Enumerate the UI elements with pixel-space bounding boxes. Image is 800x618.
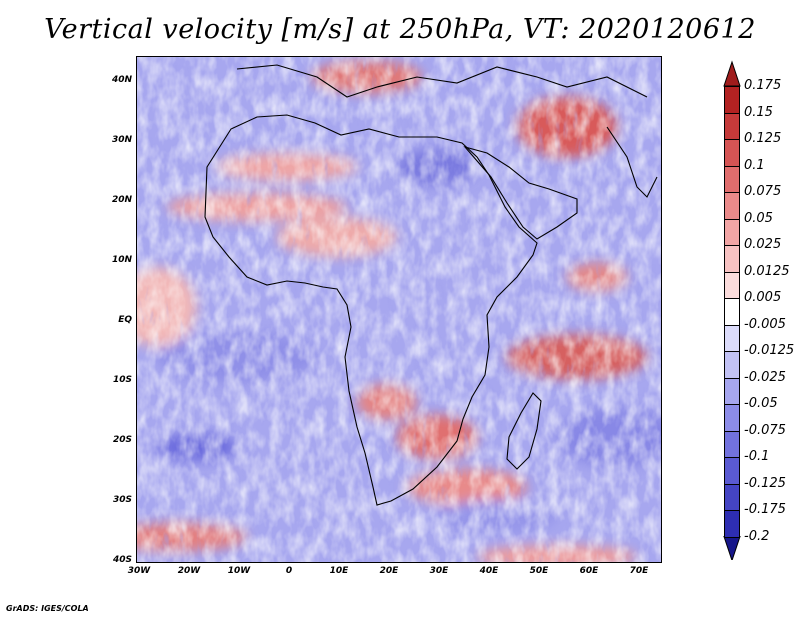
lat-label: 40N — [111, 75, 132, 85]
lon-label: 20W — [177, 566, 201, 576]
lon-label: 70E — [629, 566, 649, 576]
lat-label: 40S — [112, 555, 132, 565]
lat-label: 30N — [111, 135, 132, 145]
colorbar-label: -0.125 — [744, 475, 786, 491]
lon-label: 0 — [285, 566, 293, 576]
colorbar-label: 0.15 — [744, 104, 773, 120]
map-panel — [136, 56, 662, 563]
colorbar-swatch — [724, 377, 740, 405]
colorbar-swatch — [724, 112, 740, 140]
colorbar-label: -0.2 — [744, 528, 770, 544]
colorbar-swatch — [724, 457, 740, 485]
lon-label: 40E — [479, 566, 499, 576]
colorbar-label: -0.1 — [744, 449, 770, 464]
colorbar-label: -0.05 — [744, 396, 778, 411]
colorbar-swatch — [724, 139, 740, 167]
europe-coastline — [236, 64, 648, 98]
colorbar-label: -0.175 — [744, 502, 786, 517]
india-coastline — [606, 126, 658, 198]
madagascar-coastline — [506, 392, 542, 470]
field-texture-light — [137, 57, 661, 562]
colorbar-swatch — [724, 404, 740, 432]
colorbar-label: 0.025 — [744, 237, 782, 252]
lon-label: 60E — [579, 566, 599, 576]
colorbar-swatch — [724, 430, 740, 458]
colorbar-swatch — [724, 351, 740, 379]
colorbar-label: -0.025 — [744, 369, 786, 385]
lon-label: 50E — [529, 566, 549, 576]
colorbar-swatch — [724, 165, 740, 193]
lon-label: 10E — [329, 566, 349, 576]
colorbar-swatch — [724, 510, 740, 538]
colorbar-swatch — [724, 271, 740, 299]
lat-label: 10S — [112, 375, 132, 385]
colorbar-label: -0.0125 — [744, 343, 795, 358]
colorbar-arrows — [723, 60, 741, 560]
africa-coastline — [204, 114, 538, 506]
colorbar-label: 0.1 — [744, 157, 765, 173]
colorbar-swatch — [724, 192, 740, 220]
lon-label: 30W — [127, 566, 151, 576]
colorbar-swatch — [724, 298, 740, 326]
colorbar-label: 0.0125 — [744, 263, 790, 279]
lat-label: 10N — [111, 255, 132, 265]
colorbar-top-arrow — [723, 60, 741, 87]
colorbar-label: 0.05 — [744, 210, 773, 226]
arabia-coastline — [463, 145, 578, 240]
colorbar-swatch — [724, 86, 740, 114]
coastlines — [204, 64, 658, 506]
lat-label: 30S — [112, 495, 132, 505]
colorbar-label: 0.125 — [744, 131, 782, 146]
footer-credit: GrADS: IGES/COLA — [6, 604, 89, 613]
colorbar-label: -0.075 — [744, 422, 786, 438]
colorbar-label: 0.075 — [744, 184, 782, 199]
colorbar-label: 0.175 — [744, 78, 782, 93]
colorbar-bottom-arrow — [723, 536, 741, 560]
lat-label: 20N — [111, 195, 132, 205]
lat-label: 20S — [112, 435, 132, 445]
colorbar-swatch — [724, 324, 740, 352]
lat-label: EQ — [118, 315, 132, 325]
colorbar-swatch — [724, 483, 740, 511]
vertical-velocity-map — [137, 57, 661, 562]
colorbar-label: -0.005 — [744, 316, 786, 332]
lon-label: 10W — [227, 566, 251, 576]
colorbar-swatch — [724, 218, 740, 246]
map-title: Vertical velocity [m/s] at 250hPa, VT: 2… — [44, 14, 756, 45]
lon-label: 30E — [429, 566, 449, 576]
lon-label: 20E — [379, 566, 399, 576]
colorbar-swatch — [724, 245, 740, 273]
colorbar-label: 0.005 — [744, 290, 782, 305]
